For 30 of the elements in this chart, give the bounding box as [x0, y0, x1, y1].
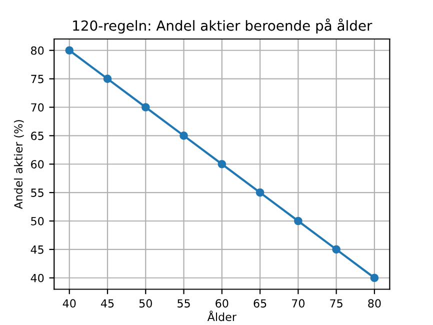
x-tick-label: 75 [330, 299, 342, 308]
point [256, 188, 264, 197]
x-tick-label: 55 [178, 299, 190, 308]
point [103, 74, 112, 83]
x-tick-label: 45 [100, 299, 114, 308]
x-tick-label: 40 [62, 299, 76, 308]
y-tick-label: 50 [31, 216, 44, 226]
chart-title: 120-regeln: Andel aktier beroende på ålder [73, 18, 372, 34]
point [180, 132, 188, 140]
y-tick-label: 55 [31, 188, 44, 197]
point [65, 46, 74, 55]
point [141, 103, 150, 112]
point [332, 245, 340, 254]
x-tick-label: 60 [216, 299, 228, 308]
point [370, 274, 379, 282]
x-tick-label: 70 [292, 299, 305, 308]
y-tick-label: 65 [31, 132, 44, 140]
x-tick-label: 65 [254, 299, 266, 308]
y-tick-label: 40 [30, 274, 44, 282]
y-axis-title: Andel aktier (%) [14, 120, 24, 210]
y-tick-label: 75 [31, 74, 44, 84]
x-tick-label: 80 [368, 299, 381, 308]
point [218, 160, 226, 168]
x-tick-label: 50 [139, 299, 152, 308]
y-tick-label: 60 [31, 160, 44, 169]
y-tick-label: 80 [31, 46, 44, 55]
x-axis-title: Ålder [207, 310, 236, 322]
y-tick-label: 70 [31, 103, 44, 112]
point [294, 216, 302, 226]
y-tick-label: 45 [30, 246, 44, 254]
